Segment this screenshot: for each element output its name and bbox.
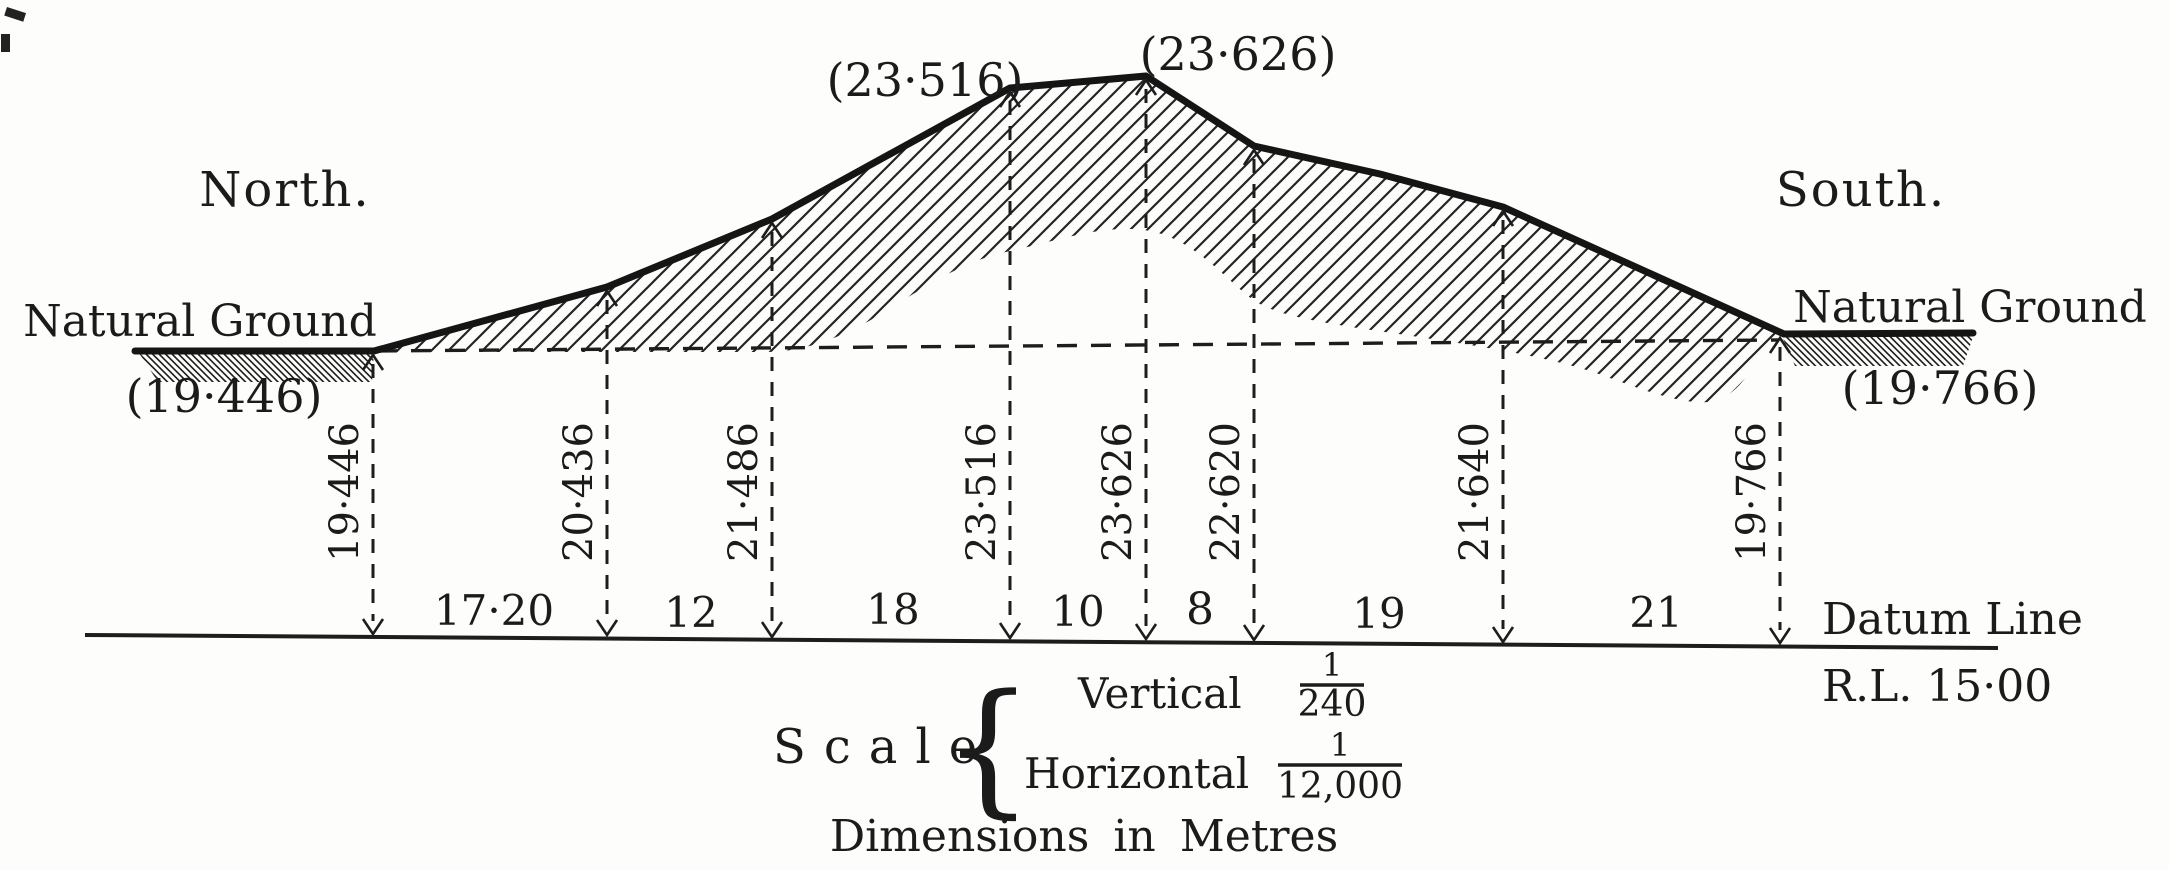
distance-label: 12 xyxy=(664,588,717,637)
natural-ground-left-level: (19·446) xyxy=(126,369,323,423)
distance-label: 21 xyxy=(1629,588,1682,637)
ordinate-23-516: 23·516 xyxy=(959,89,1022,641)
ordinate-19-766: 19·766 xyxy=(1729,335,1792,646)
scale-vertical-label: Vertical xyxy=(1077,669,1242,718)
scale-horizontal-numerator: 1 xyxy=(1330,726,1350,764)
profile-line xyxy=(131,72,1977,355)
arrow-up-icon xyxy=(1768,335,1792,354)
left-ground-underhatch xyxy=(137,350,374,382)
scale-word: Scale xyxy=(773,719,995,775)
ordinate-21-486: 21·486 xyxy=(721,220,784,640)
ordinate-value: 22·620 xyxy=(1203,422,1249,562)
ordinate-value: 23·516 xyxy=(959,422,1005,562)
south-label: South. xyxy=(1776,162,1946,218)
peak-level-first: (23·516) xyxy=(827,53,1024,107)
ground-level-dashed-line xyxy=(376,338,1780,353)
arrow-up-icon xyxy=(1242,147,1266,166)
datum-rl-label: R.L. 15·00 xyxy=(1822,661,2052,712)
scale-vertical-denominator: 240 xyxy=(1298,684,1367,725)
ordinate-value: 21·640 xyxy=(1452,422,1498,562)
arrow-up-icon xyxy=(760,220,784,239)
arrow-down-icon xyxy=(1242,624,1266,643)
arrow-up-icon xyxy=(998,89,1022,108)
ordinate-21-640: 21·640 xyxy=(1452,208,1515,645)
arrow-down-icon xyxy=(1134,623,1158,642)
natural-ground-right-label: Natural Ground xyxy=(1793,282,2147,333)
arrow-down-icon xyxy=(760,621,784,640)
ordinate-22-620: 22·620 xyxy=(1203,147,1266,643)
distance-label: 10 xyxy=(1051,587,1104,636)
ordinate-20-436: 20·436 xyxy=(556,288,619,638)
arrow-down-icon xyxy=(998,622,1022,641)
datum-line xyxy=(84,633,1999,650)
right-ground-underhatch xyxy=(1781,334,1974,366)
scale-brace: { xyxy=(942,664,1034,833)
arrow-up-icon xyxy=(1134,77,1158,96)
datum-line-label: Datum Line xyxy=(1822,594,2083,645)
arrow-up-icon xyxy=(1491,208,1515,227)
scale-horizontal-denominator: 12,000 xyxy=(1277,766,1403,807)
ordinate-value: 21·486 xyxy=(721,422,767,562)
ink-speck xyxy=(4,6,27,22)
natural-ground-left-label: Natural Ground xyxy=(23,296,377,347)
ink-speck xyxy=(1,34,10,52)
distance-label: 8 xyxy=(1186,584,1214,635)
distance-label: 17·20 xyxy=(434,586,554,635)
distance-label: 18 xyxy=(866,585,919,634)
ordinate-19-446: 19·446 xyxy=(322,352,385,637)
arrow-down-icon xyxy=(361,618,385,637)
ordinate-value: 19·766 xyxy=(1729,422,1775,562)
peak-level-second: (23·626) xyxy=(1140,27,1337,81)
ordinate-value: 20·436 xyxy=(556,422,602,562)
ordinate-value: 23·626 xyxy=(1095,422,1141,562)
distance-label: 19 xyxy=(1352,589,1405,638)
arrow-down-icon xyxy=(1768,627,1792,646)
natural-ground-right-level: (19·766) xyxy=(1842,361,2039,415)
ordinate-value: 19·446 xyxy=(322,422,368,562)
scale-horizontal-label: Horizontal xyxy=(1024,749,1249,798)
arrow-down-icon xyxy=(1491,626,1515,645)
north-label: North. xyxy=(199,162,370,218)
embankment-hatch xyxy=(374,76,1784,403)
arrow-down-icon xyxy=(595,619,619,638)
ordinate-23-626: 23·626 xyxy=(1095,77,1158,642)
scale-vertical-numerator: 1 xyxy=(1322,646,1342,684)
arrow-up-icon xyxy=(361,352,385,371)
arrow-up-icon xyxy=(595,288,619,307)
dimensions-note: Dimensions in Metres xyxy=(830,811,1338,862)
